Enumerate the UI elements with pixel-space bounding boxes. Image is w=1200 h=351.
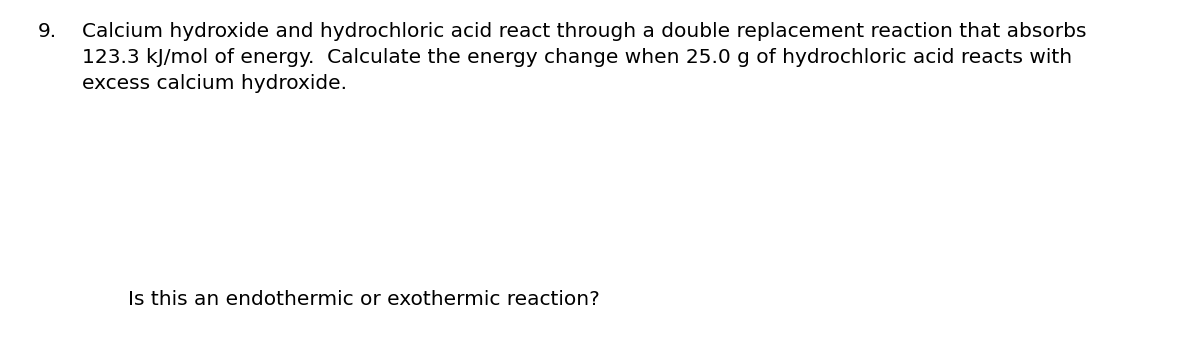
Text: Calcium hydroxide and hydrochloric acid react through a double replacement react: Calcium hydroxide and hydrochloric acid … <box>82 22 1086 41</box>
Text: Is this an endothermic or exothermic reaction?: Is this an endothermic or exothermic rea… <box>128 290 600 309</box>
Text: excess calcium hydroxide.: excess calcium hydroxide. <box>82 74 347 93</box>
Text: 9.: 9. <box>38 22 58 41</box>
Text: 123.3 kJ/mol of energy.  Calculate the energy change when 25.0 g of hydrochloric: 123.3 kJ/mol of energy. Calculate the en… <box>82 48 1072 67</box>
